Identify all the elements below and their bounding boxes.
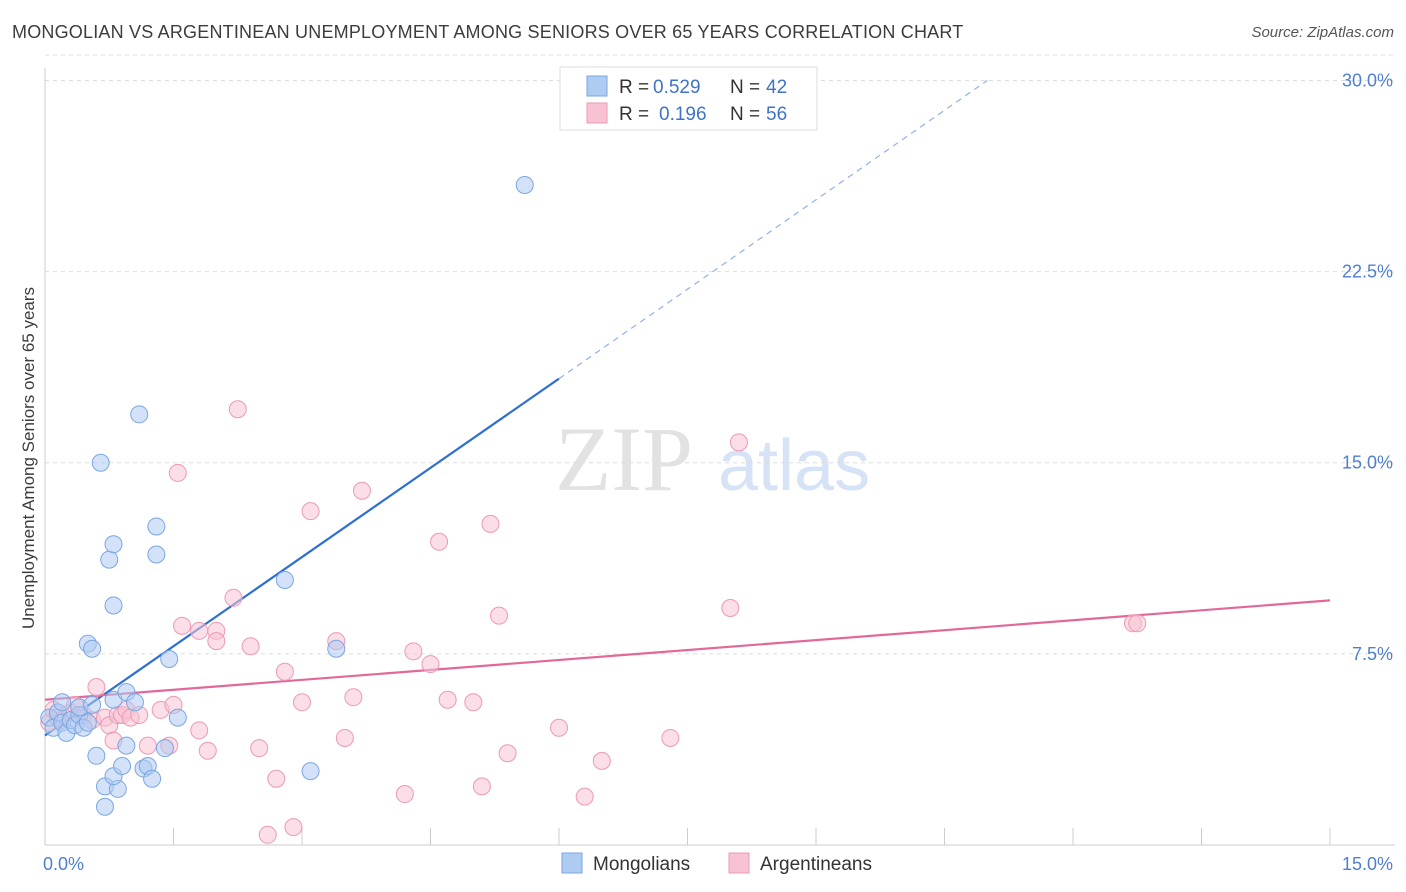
mongolians-point (130, 405, 149, 424)
y-tick-label: 7.5% (1352, 644, 1393, 664)
argentineans-point (550, 718, 568, 737)
argentineans-point (498, 744, 517, 763)
mongolians-point (100, 550, 119, 569)
argentineans-point (190, 721, 209, 740)
argentineans-point (228, 400, 247, 419)
legend-swatch-mongolians (586, 75, 608, 97)
argentineans-trend-line (44, 599, 1331, 701)
argentineans-point (352, 481, 371, 500)
legend-n-value-argentineans: 56 (766, 104, 787, 125)
chart-title: MONGOLIAN VS ARGENTINEAN UNEMPLOYMENT AM… (12, 22, 964, 42)
argentineans-point (438, 690, 457, 709)
mongolians-point (113, 757, 132, 775)
argentineans-point (430, 532, 449, 551)
argentineans-point (198, 741, 217, 760)
argentineans-point (258, 825, 277, 844)
legend-r-value-mongolians: 0.529 (653, 77, 701, 98)
series-legend: Mongolians Argentineans (561, 852, 872, 875)
stats-legend: R = 0.529 N = 42 R = 0.196 N = 56 (559, 66, 818, 131)
mongolians-point (143, 769, 162, 788)
series-mongolians-points (40, 175, 534, 816)
mongolians-point (147, 517, 166, 536)
legend-n-value-mongolians: 42 (766, 77, 787, 98)
argentineans-point (301, 502, 320, 521)
argentineans-point (168, 463, 187, 482)
mongolians-point (327, 639, 346, 658)
legend-r-value-argentineans: 0.196 (659, 104, 707, 125)
argentineans-point (87, 678, 106, 696)
argentineans-point (421, 655, 440, 674)
argentineans-point (207, 632, 226, 651)
source-credit: Source: ZipAtlas.com (1251, 24, 1394, 41)
mongolians-point (104, 535, 123, 554)
argentineans-point (490, 606, 509, 625)
legend-r-label-mongolians: R = (619, 77, 649, 98)
y-tick-label: 15.0% (1342, 453, 1393, 473)
y-tick-labels: 7.5% 15.0% 22.5% 30.0% (1342, 70, 1393, 663)
mongolians-point (168, 708, 187, 727)
mongolians-point (53, 693, 72, 712)
y-tick-label: 30.0% (1342, 70, 1393, 90)
argentineans-point (472, 777, 491, 796)
argentineans-point (404, 642, 423, 661)
argentineans-point (464, 693, 483, 712)
argentineans-point (224, 588, 243, 607)
watermark-zip: ZIP (555, 408, 693, 510)
argentineans-point (284, 818, 303, 837)
legend-swatch-argentineans (586, 102, 608, 124)
argentineans-point (575, 787, 594, 806)
y-axis-label: Unemployment Among Seniors over 65 years (19, 287, 38, 629)
argentineans-point (138, 736, 157, 755)
argentineans-point (661, 728, 680, 747)
argentineans-point (335, 728, 354, 747)
mongolians-point (160, 649, 179, 668)
mongolians-point (78, 713, 97, 732)
argentineans-point (293, 693, 311, 712)
legend-n-label-mongolians: N = (730, 77, 760, 98)
x-tick-label: 15.0% (1342, 854, 1393, 874)
mongolians-point (125, 693, 144, 712)
trend-lines (44, 79, 1331, 737)
argentineans-point (395, 785, 414, 804)
mongolians-trend-extension (558, 79, 988, 380)
argentineans-point (592, 751, 611, 770)
mongolians-point (91, 453, 110, 472)
x-tick-label: 0.0% (43, 854, 84, 874)
argentineans-point (1128, 614, 1147, 633)
argentineans-point (721, 599, 740, 617)
mongolians-point (515, 175, 534, 194)
series-argentineans-points (40, 400, 1147, 844)
legend-n-label-argentineans: N = (730, 104, 760, 125)
mongolians-point (87, 746, 106, 765)
argentineans-point (267, 769, 286, 788)
x-tick-labels: 0.0% 15.0% (43, 854, 1393, 874)
watermark: ZIP atlas (555, 408, 870, 510)
mongolians-point (275, 570, 294, 589)
mongolians-trend-line (44, 377, 560, 737)
grid-lines (45, 54, 1395, 655)
bottom-legend-label-argentineans: Argentineans (760, 854, 872, 875)
mongolians-point (83, 639, 102, 658)
mongolians-point (95, 797, 114, 816)
argentineans-point (481, 514, 500, 533)
argentineans-point (344, 688, 363, 707)
y-tick-label: 22.5% (1342, 262, 1393, 282)
argentineans-point (250, 739, 269, 758)
legend-r-label-argentineans: R = (619, 104, 649, 125)
bottom-legend-swatch-mongolians (561, 852, 583, 874)
mongolians-point (155, 739, 174, 758)
mongolians-point (147, 545, 166, 564)
mongolians-point (104, 596, 123, 615)
argentineans-point (190, 621, 209, 640)
bottom-legend-swatch-argentineans (728, 852, 750, 874)
bottom-legend-label-mongolians: Mongolians (593, 854, 690, 875)
mongolians-point (83, 695, 102, 714)
argentineans-point (729, 433, 748, 452)
argentineans-point (173, 616, 192, 635)
argentineans-point (275, 662, 294, 681)
mongolians-point (301, 762, 320, 781)
argentineans-point (241, 637, 260, 656)
mongolians-point (117, 736, 136, 755)
